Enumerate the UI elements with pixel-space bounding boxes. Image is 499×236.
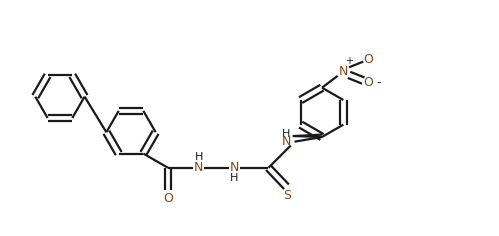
Text: H: H [195, 152, 203, 162]
Text: N: N [230, 161, 239, 174]
Text: N: N [194, 161, 204, 174]
Text: -: - [376, 76, 381, 89]
Text: +: + [345, 56, 353, 66]
Text: S: S [283, 189, 291, 202]
Text: O: O [363, 76, 373, 89]
Text: H: H [230, 173, 239, 183]
Text: N: N [281, 135, 291, 148]
Text: H: H [282, 129, 290, 139]
Text: O: O [163, 192, 173, 205]
Text: N: N [339, 65, 348, 78]
Text: O: O [363, 53, 373, 66]
